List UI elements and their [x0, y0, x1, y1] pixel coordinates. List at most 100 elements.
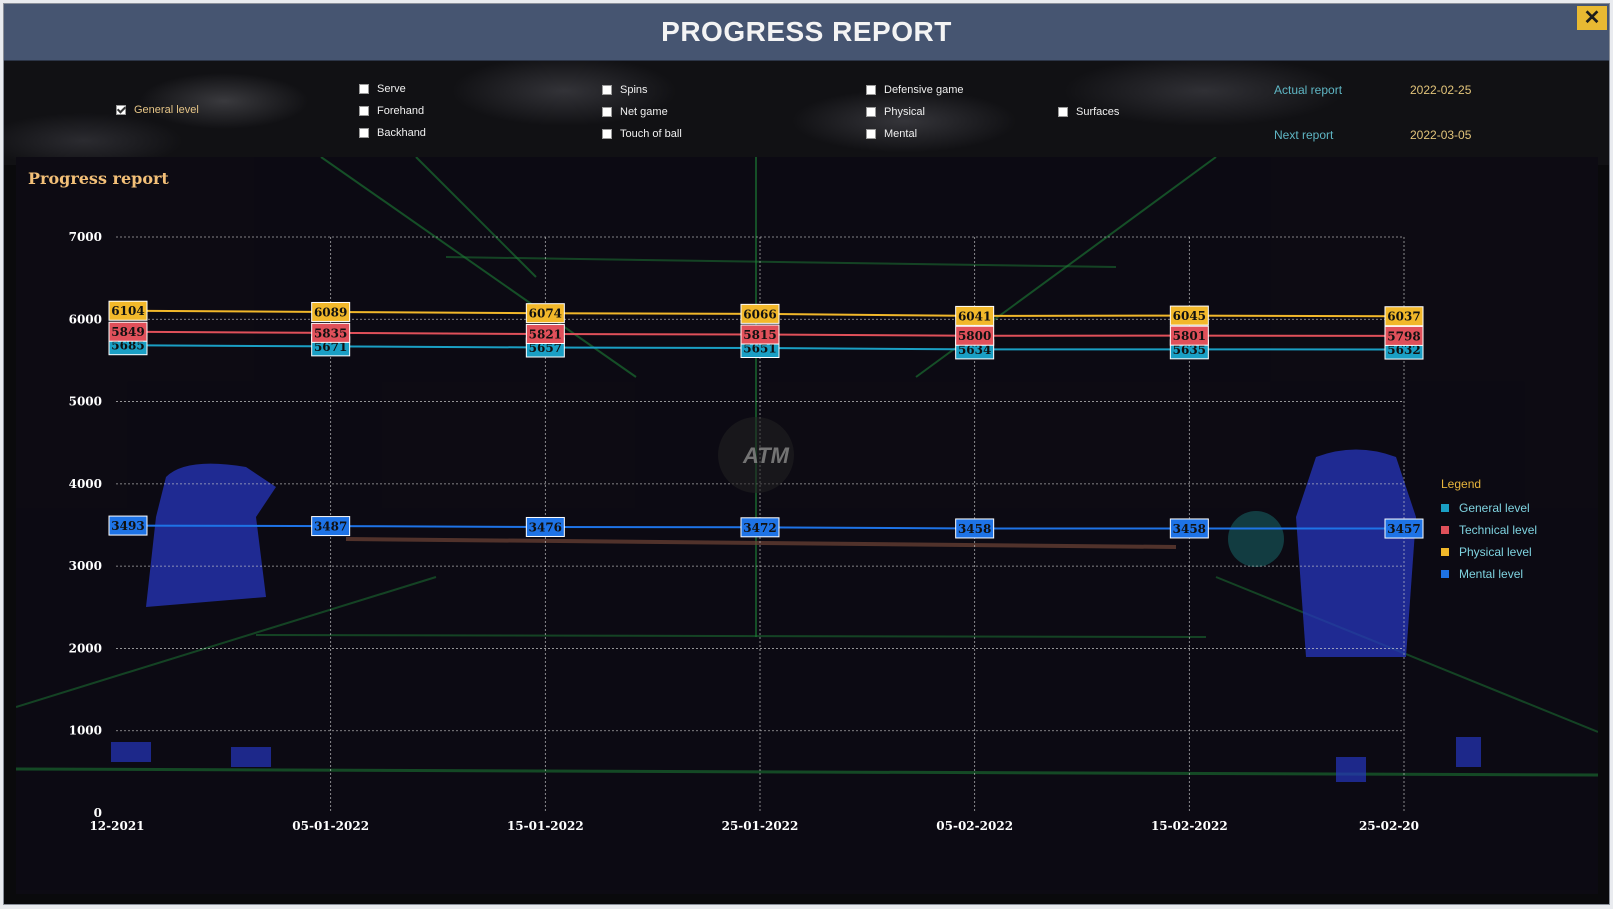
watermark: ATM	[718, 417, 794, 493]
data-label: 3487	[314, 520, 347, 534]
data-label-box	[955, 518, 995, 539]
y-tick-label: 2000	[69, 641, 102, 655]
data-label-box	[1169, 325, 1209, 346]
data-label: 6089	[314, 305, 347, 319]
checkbox-label: Forehand	[377, 105, 425, 117]
data-label: 5634	[958, 343, 991, 357]
y-tick-label: 0	[94, 806, 102, 820]
legend-label: Physical level	[1459, 545, 1532, 559]
legend-label: General level	[1459, 501, 1530, 515]
data-label: 3457	[1387, 522, 1420, 536]
checkbox-surfaces[interactable]: Surfaces	[1058, 106, 1119, 118]
data-label-box	[311, 322, 351, 343]
checkbox-label: Backhand	[377, 127, 426, 139]
checkbox-box[interactable]	[116, 105, 126, 115]
actual-report-date: 2022-02-25	[1410, 83, 1472, 97]
data-label-box	[955, 305, 995, 326]
checkbox-touch-of-ball[interactable]: Touch of ball	[602, 128, 682, 140]
data-label-box	[740, 324, 780, 345]
data-label: 6074	[529, 307, 562, 321]
checkbox-box[interactable]	[602, 107, 612, 117]
checkbox-box[interactable]	[866, 107, 876, 117]
data-label: 5671	[314, 340, 347, 354]
x-tick-label: 05-01-2022	[292, 819, 369, 833]
data-label-box	[108, 321, 148, 342]
checkbox-defensive-game[interactable]: Defensive game	[866, 84, 964, 96]
close-button[interactable]: ✕	[1577, 6, 1607, 30]
data-label: 5635	[1173, 343, 1206, 357]
data-label: 5798	[1387, 329, 1420, 343]
checkbox-box[interactable]	[602, 129, 612, 139]
checkbox-label: General level	[134, 104, 199, 116]
x-tick-label: 05-02-2022	[936, 819, 1013, 833]
data-label-box	[525, 303, 565, 324]
legend-swatch	[1441, 548, 1449, 556]
x-tick-label: 15-02-2022	[1151, 819, 1228, 833]
checkbox-box[interactable]	[866, 129, 876, 139]
data-label-box	[1384, 325, 1424, 346]
checkbox-physical[interactable]: Physical	[866, 106, 925, 118]
checkbox-label: Mental	[884, 128, 918, 140]
progress-chart: ATM 5685 5671 5657 5651 5634 5635 5632 5849 5835…	[16, 157, 1598, 894]
checkbox-forehand[interactable]: Forehand	[359, 105, 424, 117]
data-label: 5801	[1173, 329, 1206, 343]
checkbox-box[interactable]	[359, 106, 369, 116]
y-tick-label: 5000	[69, 395, 102, 409]
data-label-box	[740, 517, 780, 538]
data-label: 3472	[743, 521, 776, 535]
data-label: 5815	[743, 328, 776, 342]
checkbox-backhand[interactable]: Backhand	[359, 127, 426, 139]
next-report-label: Next report	[1274, 128, 1334, 142]
y-tick-label: 3000	[69, 559, 102, 573]
checkbox-net-game[interactable]: Net game	[602, 106, 668, 118]
data-label: 5651	[743, 342, 776, 356]
chart-data-labels: 5685 5671 5657 5651 5634 5635 5632 5849 5835 5821…	[108, 300, 1424, 539]
checkbox-mental[interactable]: Mental	[866, 128, 917, 140]
y-tick-label: 1000	[69, 724, 102, 738]
data-label-box	[525, 516, 565, 537]
legend-item: Physical level	[1441, 541, 1537, 563]
checkbox-box[interactable]	[1058, 107, 1068, 117]
watermark-text: ATM	[742, 443, 790, 468]
legend-item: Technical level	[1441, 519, 1537, 541]
data-label-box	[1384, 518, 1424, 539]
checkbox-box[interactable]	[359, 84, 369, 94]
data-label-box	[311, 301, 351, 322]
checkbox-label: Net game	[620, 106, 668, 118]
legend-items: General level Technical level Physical lev…	[1441, 497, 1537, 585]
checkbox-box[interactable]	[359, 128, 369, 138]
y-tick-label: 7000	[69, 230, 102, 244]
data-label: 6045	[1173, 309, 1206, 323]
checkbox-box[interactable]	[602, 85, 612, 95]
data-label-box	[1169, 305, 1209, 326]
checkbox-general-level[interactable]: General level	[116, 104, 199, 116]
x-tick-label: 25-01-2022	[722, 819, 799, 833]
x-tick-label: 15-01-2022	[507, 819, 584, 833]
data-label: 3458	[1173, 522, 1206, 536]
progress-report-window: PROGRESS REPORT ✕ General level Serve Fo…	[3, 3, 1610, 905]
legend-swatch	[1441, 526, 1449, 534]
title-bar: PROGRESS REPORT ✕	[4, 4, 1609, 61]
legend-label: Technical level	[1459, 523, 1538, 537]
x-tick-label: 25-02-20	[1359, 819, 1419, 833]
actual-report-label: Actual report	[1274, 83, 1343, 97]
data-label: 3476	[529, 520, 562, 534]
y-tick-label: 4000	[69, 477, 102, 491]
checkbox-box[interactable]	[866, 85, 876, 95]
checkbox-serve[interactable]: Serve	[359, 83, 406, 95]
data-label: 3458	[958, 522, 991, 536]
data-label: 6104	[111, 304, 144, 318]
legend-item: Mental level	[1441, 563, 1537, 585]
data-label-box	[108, 515, 148, 536]
filter-panel: General level Serve Forehand Backhand Sp…	[4, 61, 1609, 165]
data-label-box	[1169, 518, 1209, 539]
data-label: 5632	[1387, 343, 1420, 357]
checkbox-label: Serve	[377, 83, 406, 95]
checkbox-label: Physical	[884, 106, 925, 118]
chart-title: Progress report	[28, 169, 169, 188]
chart-axes: 0 1000 2000 3000 4000 5000 6000 7000 12-2021 05-0…	[69, 230, 1419, 833]
watermark-badge-icon	[718, 417, 794, 493]
next-report-date: 2022-03-05	[1410, 128, 1472, 142]
legend-swatch	[1441, 570, 1449, 578]
checkbox-spins[interactable]: Spins	[602, 84, 648, 96]
